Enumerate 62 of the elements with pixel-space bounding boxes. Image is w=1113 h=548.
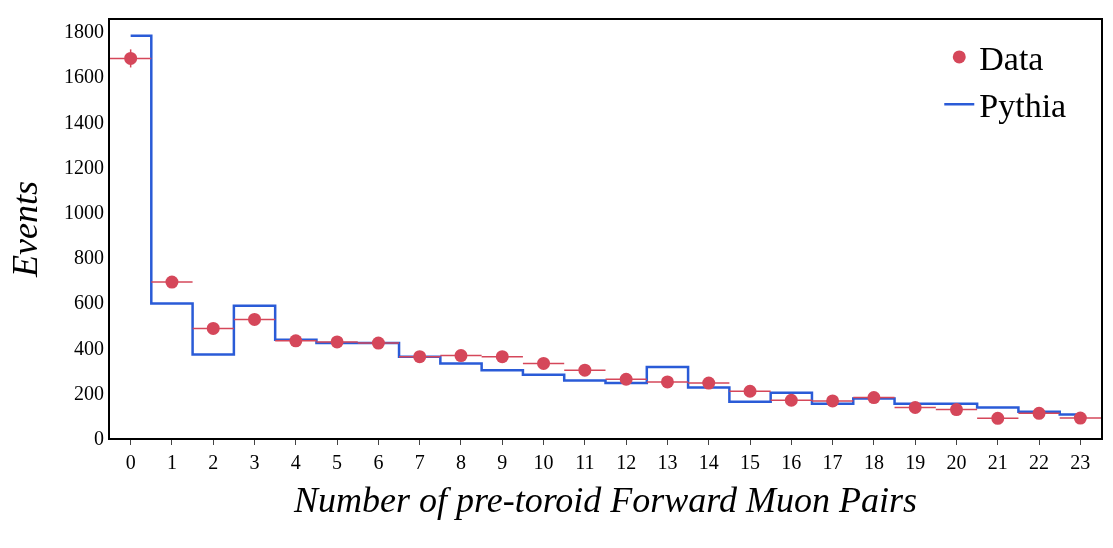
legend-label: Pythia bbox=[979, 87, 1067, 125]
point bbox=[454, 349, 468, 363]
x-tick-label: 10 bbox=[533, 451, 554, 473]
point bbox=[495, 350, 509, 364]
y-tick-label: 1800 bbox=[64, 20, 104, 43]
x-tick-label: 0 bbox=[125, 451, 136, 473]
x-tick-label: 1 bbox=[166, 451, 177, 473]
x-tick-label: 8 bbox=[455, 451, 466, 473]
point bbox=[867, 391, 881, 405]
point bbox=[578, 363, 592, 377]
point bbox=[908, 401, 922, 414]
point bbox=[1073, 411, 1087, 425]
x-tick-label: 5 bbox=[332, 451, 343, 473]
y-tick-label: 1600 bbox=[64, 65, 104, 88]
point bbox=[371, 336, 385, 350]
y-tick-label: 600 bbox=[74, 291, 104, 314]
x-tick-label: 11 bbox=[575, 451, 595, 473]
point bbox=[165, 275, 179, 289]
x-tick-label: 20 bbox=[946, 451, 967, 473]
point bbox=[1032, 406, 1046, 420]
point bbox=[991, 411, 1005, 425]
y-tick-label: 0 bbox=[94, 427, 104, 449]
point bbox=[330, 335, 344, 349]
x-tick-label: 4 bbox=[290, 451, 301, 473]
point bbox=[743, 384, 757, 398]
x-tick-label: 12 bbox=[616, 451, 637, 473]
y-tick-label: 400 bbox=[74, 336, 104, 359]
x-tick-label: 18 bbox=[863, 451, 884, 473]
point bbox=[206, 321, 220, 335]
x-tick-label: 7 bbox=[414, 451, 425, 473]
x-tick-label: 21 bbox=[987, 451, 1008, 473]
x-tick-label: 13 bbox=[657, 451, 678, 473]
x-tick-label: 17 bbox=[822, 451, 843, 473]
x-tick-label: 2 bbox=[208, 451, 219, 473]
x-tick-label: 14 bbox=[698, 451, 719, 473]
x-tick-label: 19 bbox=[905, 451, 926, 473]
point bbox=[124, 51, 138, 65]
point bbox=[702, 376, 716, 390]
y-axis-title: Events bbox=[5, 181, 46, 278]
point bbox=[248, 312, 262, 326]
legend-label: Data bbox=[979, 40, 1044, 78]
point bbox=[413, 350, 427, 364]
x-axis-title: Number of pre-toroid Forward Muon Pairs bbox=[292, 480, 918, 521]
x-tick-label: 23 bbox=[1070, 451, 1091, 473]
x-tick-label: 3 bbox=[249, 451, 260, 473]
y-tick-label: 200 bbox=[74, 381, 104, 404]
point bbox=[784, 393, 798, 407]
point bbox=[826, 394, 840, 408]
y-tick-label: 1000 bbox=[64, 201, 104, 224]
point bbox=[949, 403, 963, 417]
x-tick-label: 16 bbox=[781, 451, 802, 473]
point bbox=[537, 356, 551, 370]
x-tick-label: 9 bbox=[497, 451, 508, 473]
y-tick-label: 1400 bbox=[64, 110, 104, 133]
x-tick-label: 22 bbox=[1029, 451, 1050, 473]
y-tick-label: 1200 bbox=[64, 155, 104, 178]
x-tick-label: 6 bbox=[373, 451, 384, 473]
point bbox=[660, 375, 674, 389]
point bbox=[619, 372, 633, 386]
y-tick-label: 800 bbox=[74, 246, 104, 269]
point bbox=[289, 334, 303, 348]
x-tick-label: 15 bbox=[740, 451, 761, 473]
